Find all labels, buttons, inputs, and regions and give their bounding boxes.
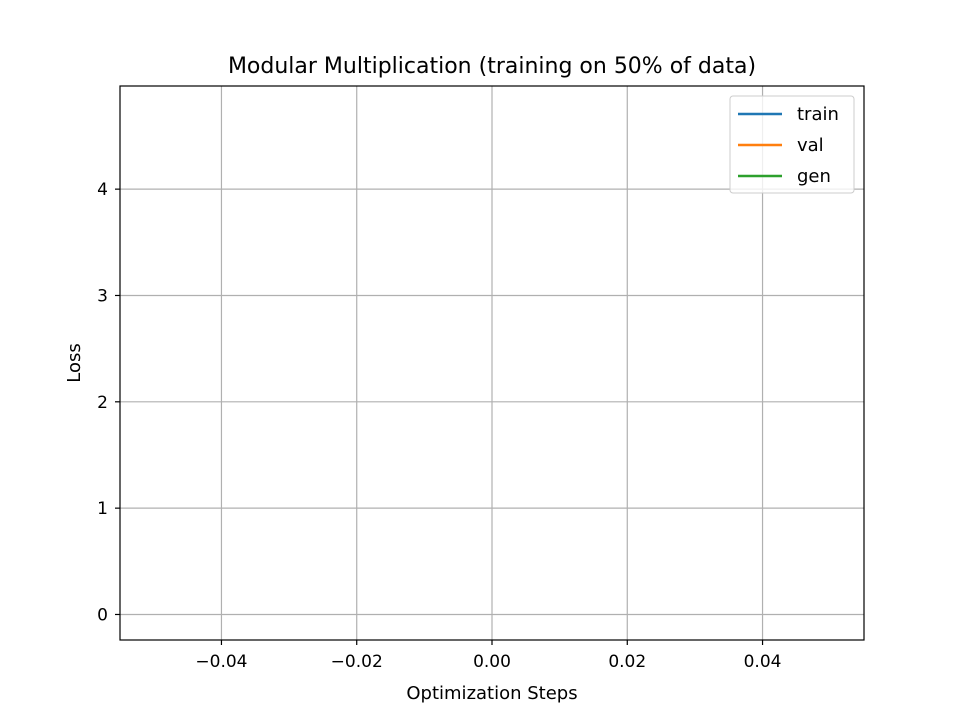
y-axis-label: Loss [64, 343, 85, 382]
y-tick-label: 4 [97, 180, 108, 200]
y-tick-label: 2 [97, 393, 108, 413]
x-tick-label: −0.04 [195, 652, 247, 672]
y-tick-label: 1 [97, 499, 108, 519]
legend: train val gen [729, 95, 855, 194]
chart-title: Modular Multiplication (training on 50% … [228, 54, 756, 79]
x-tick-label: −0.02 [331, 652, 383, 672]
y-ticks: 0 1 2 3 4 [97, 180, 120, 625]
x-tick-label: 0.04 [744, 652, 782, 672]
legend-label-train: train [797, 104, 839, 125]
y-tick-label: 0 [97, 605, 108, 625]
y-tick-label: 3 [97, 286, 108, 306]
x-ticks: −0.04 −0.02 0.00 0.02 0.04 [195, 640, 781, 672]
legend-label-val: val [797, 135, 824, 156]
legend-label-gen: gen [797, 166, 831, 187]
x-axis-label: Optimization Steps [406, 683, 577, 704]
x-tick-label: 0.02 [608, 652, 646, 672]
x-tick-label: 0.00 [473, 652, 511, 672]
legend-box [729, 95, 855, 194]
